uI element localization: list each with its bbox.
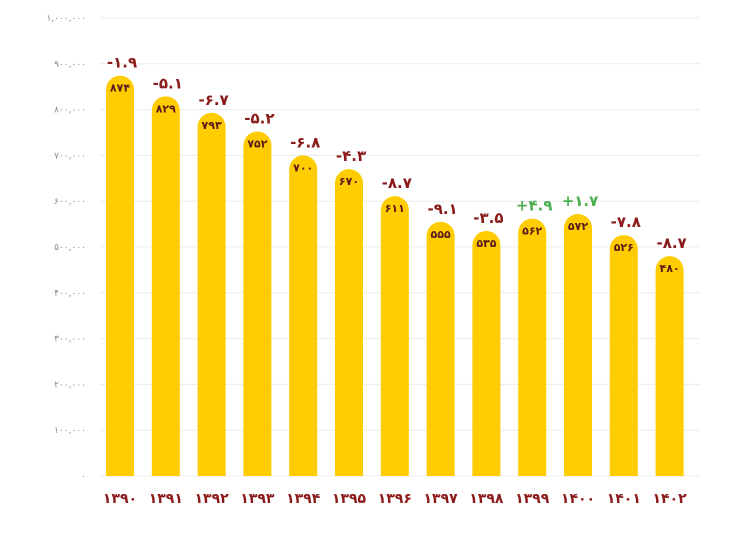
- bar: [472, 230, 501, 476]
- y-tick-label: ۷۰۰,۰۰۰: [54, 151, 86, 161]
- x-tick-label: ۱۳۹۵: [332, 491, 367, 507]
- bar: [426, 221, 455, 476]
- change-label: -۶.۷: [198, 91, 228, 109]
- x-tick-label: ۱۳۹۸: [469, 491, 504, 507]
- y-tick-label: ۹۰۰,۰۰۰: [54, 60, 86, 70]
- change-label: -۳.۵: [473, 209, 503, 227]
- bar-value-label: ۵۷۲: [568, 220, 588, 233]
- x-tick-label: ۱۴۰۱: [607, 491, 641, 507]
- x-tick-label: ۱۳۹۶: [378, 491, 412, 507]
- bar: [243, 131, 272, 477]
- y-tick-label: ۲۰۰,۰۰۰: [54, 380, 86, 390]
- bar-value-label: ۶۷۰: [339, 175, 359, 188]
- change-label: -۸.۷: [382, 174, 412, 192]
- y-tick-label: ۱۰۰,۰۰۰: [54, 426, 86, 436]
- bar: [151, 96, 180, 477]
- change-label: +۱.۷: [562, 192, 599, 210]
- bar: [335, 169, 363, 476]
- bar-value-label: ۵۶۲: [522, 225, 542, 238]
- bar: [655, 256, 684, 476]
- bar-value-label: ۶۱۱: [385, 202, 405, 215]
- bar: [564, 214, 592, 476]
- x-tick-label: ۱۳۹۰: [103, 491, 137, 507]
- bar-value-label: ۸۲۹: [156, 102, 176, 115]
- change-label: -۵.۱: [153, 74, 183, 92]
- x-tick-label: ۱۴۰۰: [561, 491, 595, 507]
- x-tick-label: ۱۳۹۱: [149, 491, 183, 507]
- bar-value-label: ۵۵۵: [431, 228, 451, 241]
- bar: [380, 196, 409, 477]
- bar: [609, 235, 638, 476]
- x-tick-label: ۱۳۹۳: [240, 491, 275, 507]
- y-tick-label: ۸۰۰,۰۰۰: [54, 106, 86, 116]
- change-label: -۹.۱: [427, 200, 457, 218]
- bar: [518, 218, 547, 477]
- x-tick-label: ۱۳۹۴: [286, 491, 321, 507]
- change-label: -۴.۳: [336, 147, 366, 165]
- change-label: +۴.۹: [516, 197, 553, 215]
- bar-value-label: ۷۵۲: [247, 138, 267, 151]
- change-label: -۷.۸: [611, 213, 641, 231]
- y-tick-label: ۱,۰۰۰,۰۰۰: [46, 14, 86, 24]
- bar-value-label: ۷۰۰: [293, 161, 313, 174]
- x-tick-label: ۱۴۰۲: [653, 491, 688, 507]
- bar: [289, 155, 318, 476]
- y-tick-label: ۰: [81, 472, 86, 482]
- bar-value-label: ۷۹۳: [202, 119, 222, 132]
- bar-value-label: ۵۲۶: [614, 241, 634, 254]
- change-label: -۵.۲: [244, 110, 274, 128]
- change-label: -۸.۷: [656, 234, 686, 252]
- change-label: -۶.۸: [290, 133, 320, 151]
- y-tick-label: ۳۰۰,۰۰۰: [54, 335, 86, 345]
- x-tick-label: ۱۳۹۹: [515, 491, 550, 507]
- bar-value-label: ۵۳۵: [476, 237, 496, 250]
- x-tick-label: ۱۳۹۷: [424, 491, 459, 507]
- change-label: -۱.۹: [107, 54, 137, 72]
- y-tick-label: ۶۰۰,۰۰۰: [54, 197, 86, 207]
- bar: [106, 75, 134, 476]
- bar-value-label: ۸۷۴: [110, 82, 130, 95]
- y-tick-label: ۴۰۰,۰۰۰: [54, 289, 86, 299]
- bar-value-label: ۴۸۰: [660, 262, 680, 275]
- bar: [197, 112, 226, 476]
- y-tick-label: ۵۰۰,۰۰۰: [54, 243, 86, 253]
- x-tick-label: ۱۳۹۲: [195, 491, 230, 507]
